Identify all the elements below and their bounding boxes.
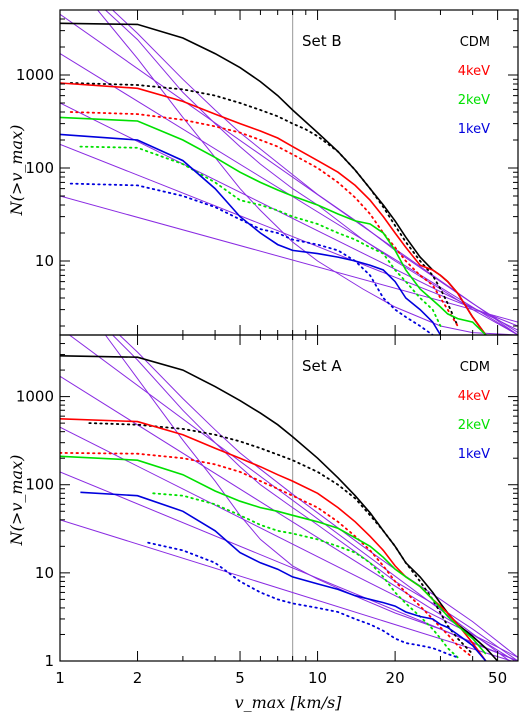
fit-curve-3 [60, 143, 518, 327]
series-line-2keV-dotted [79, 145, 442, 327]
series-line-CDM-solid [60, 355, 499, 661]
legend-entry-4keV: 4keV [458, 389, 490, 404]
x-tick-label: 1 [55, 669, 65, 687]
series-line-1keV-solid [60, 133, 442, 335]
y-tick-label: 100 [25, 476, 54, 494]
y-tick-label: 10 [35, 252, 54, 270]
series-line-4keV-solid [60, 418, 487, 661]
fit-curve-6 [119, 335, 518, 658]
legend-entry-CDM: CDM [460, 360, 490, 375]
series-line-2keV-solid [60, 116, 487, 335]
panel-title-bottom: Set A [302, 357, 342, 375]
panel-bottom: 1 10 100 1000 1 2 5 10 20 50 Set A CDM 4keV 2keV 1keV [16, 334, 519, 687]
series-line-2keV-solid [60, 455, 487, 655]
series-line-4keV-solid [60, 82, 487, 335]
panel-title-top: Set B [302, 32, 342, 50]
fit-curve-5 [112, 335, 518, 661]
series-line-1keV-dotted [147, 541, 459, 659]
fit-curve-2 [60, 426, 518, 658]
fit-curve-0 [60, 13, 518, 335]
y-tick-label: 10 [35, 564, 54, 582]
y-tick-label: 1000 [16, 388, 54, 406]
legend-entry-2keV: 2keV [458, 418, 490, 433]
legend-entry-2keV: 2keV [458, 93, 490, 108]
y-axis-label-bottom: N(>v_max) [7, 455, 26, 547]
fit-curve-4 [60, 519, 514, 661]
series-line-1keV-dotted [69, 182, 434, 335]
y-tick-label: 1000 [16, 66, 54, 84]
legend-entry-1keV: 1keV [458, 447, 490, 462]
fit-curve-2 [60, 102, 518, 331]
fit-curve-7 [104, 335, 518, 661]
fit-curve-5 [105, 10, 518, 335]
legend-entry-1keV: 1keV [458, 122, 490, 137]
fit-curve-0 [68, 335, 511, 661]
series-line-4keV-dotted [69, 111, 459, 327]
x-tick-label: 10 [308, 669, 327, 687]
y-tick-label: 1 [44, 652, 54, 670]
x-tick-label: 5 [235, 669, 245, 687]
x-tick-label: 20 [386, 669, 405, 687]
fit-curve-4 [60, 195, 518, 323]
fit-curve-6 [112, 10, 518, 334]
x-tick-label: 50 [488, 669, 507, 687]
legend-entry-CDM: CDM [460, 35, 490, 50]
series-line-2keV-dotted [152, 492, 459, 659]
series-line-CDM-dotted [69, 82, 459, 327]
series-line-4keV-dotted [60, 451, 474, 659]
y-axis-label-top: N(>v_max) [7, 125, 26, 217]
x-tick-label: 2 [133, 669, 143, 687]
plot-frame [59, 9, 519, 336]
y-tick-label: 100 [25, 159, 54, 177]
panel-top: 10 100 1000 Set B CDM 4keV 2keV 1keV [16, 9, 519, 336]
fit-curve-7 [97, 10, 518, 335]
x-axis-label: v_max [km/s] [235, 693, 343, 712]
series-line-1keV-solid [80, 491, 487, 661]
fit-curve-1 [60, 375, 516, 661]
legend-entry-4keV: 4keV [458, 64, 490, 79]
series-line-CDM-dotted [88, 422, 474, 655]
